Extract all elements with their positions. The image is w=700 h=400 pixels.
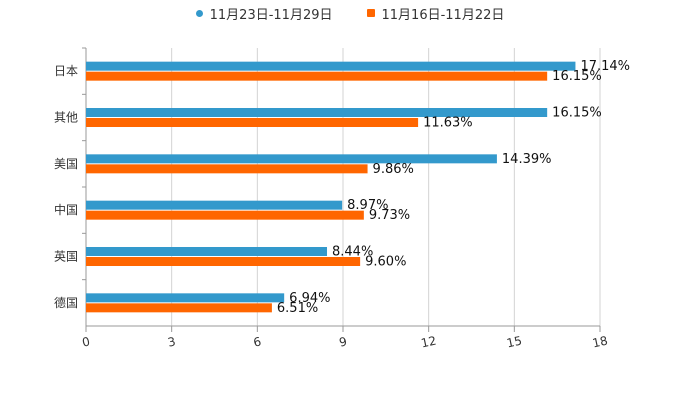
bar-series-1-4: [86, 247, 328, 256]
bar-series-1-2: [86, 154, 497, 164]
bar-series-1-1: [86, 108, 548, 117]
data-label-series-1-0: 17.14%: [580, 59, 630, 74]
x-tick-label-0: 0: [81, 334, 91, 349]
x-tick-label-2: 6: [252, 334, 262, 349]
legend: 11月23日-11月29日 11月16日-11月22日: [0, 4, 700, 23]
bar-series-1-3: [86, 200, 343, 210]
data-label-series-1-3: 8.97%: [347, 198, 388, 213]
legend-item-series-1[interactable]: 11月23日-11月29日: [195, 4, 333, 23]
data-label-series-1-5: 6.94%: [289, 291, 330, 306]
bar-series-2-1: [86, 118, 419, 127]
data-label-series-2-2: 9.86%: [373, 162, 414, 177]
bar-series-2-0: [86, 71, 548, 81]
data-label-series-2-5: 6.51%: [277, 301, 318, 316]
y-category-label-2: 美国: [54, 157, 78, 171]
bar-series-2-3: [86, 210, 364, 220]
data-label-series-1-2: 14.39%: [502, 152, 552, 167]
data-label-series-2-0: 16.15%: [552, 69, 602, 84]
bar-series-1-0: [86, 61, 576, 71]
data-label-series-2-4: 9.60%: [365, 255, 406, 270]
bar-series-1-5: [86, 293, 285, 303]
legend-marker-series-1: [195, 9, 203, 17]
data-label-series-2-1: 11.63%: [423, 116, 473, 131]
bar-series-2-4: [86, 257, 361, 266]
y-category-label-1: 其他: [54, 111, 78, 125]
legend-label-series-2: 11月16日-11月22日: [381, 7, 505, 23]
data-label-series-2-3: 9.73%: [369, 208, 410, 223]
x-tick-label-3: 9: [338, 334, 348, 349]
bar-series-2-5: [86, 303, 272, 313]
y-category-label-3: 中国: [54, 202, 78, 217]
x-tick-label-4: 12: [420, 334, 438, 351]
y-category-label-4: 英国: [54, 250, 78, 264]
x-tick-label-5: 15: [505, 334, 523, 351]
data-label-series-1-4: 8.44%: [332, 245, 373, 260]
x-tick-label-6: 18: [591, 334, 609, 351]
legend-marker-series-2: [366, 9, 375, 17]
legend-item-series-2[interactable]: 11月16日-11月22日: [366, 4, 505, 23]
bar-series-2-2: [86, 164, 368, 174]
legend-label-series-1: 11月23日-11月29日: [209, 7, 333, 23]
y-category-label-0: 日本: [54, 64, 78, 78]
data-label-series-1-1: 16.15%: [552, 106, 602, 121]
y-category-label-5: 德国: [54, 295, 78, 310]
x-tick-label-1: 3: [166, 334, 176, 349]
